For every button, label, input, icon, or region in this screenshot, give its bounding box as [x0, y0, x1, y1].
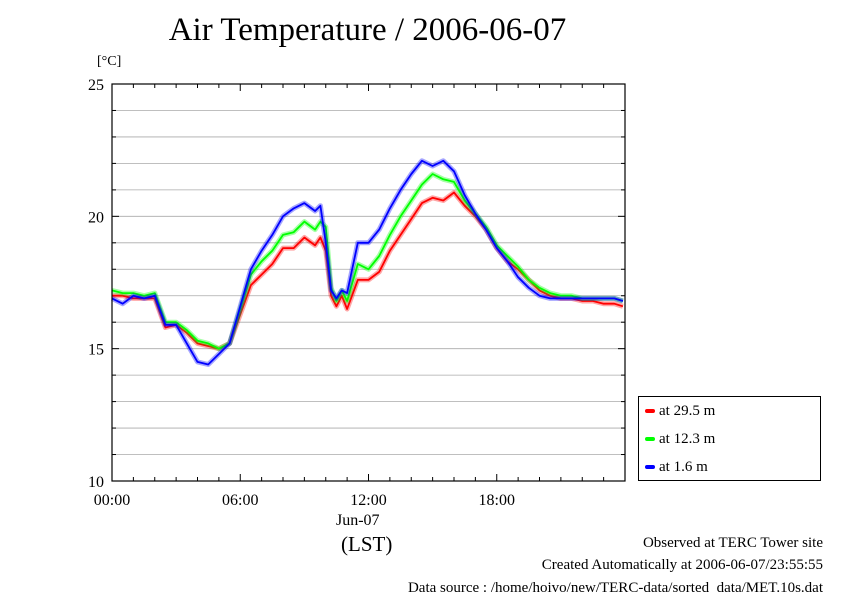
chart-title: Air Temperature / 2006-06-07: [168, 12, 567, 48]
footer-source: Data source : /home/hoivo/new/TERC-data/…: [407, 580, 823, 596]
y-axis-unit-label: [°C]: [97, 54, 122, 69]
legend-item: at 12.3 m: [645, 429, 715, 449]
x-tick-label: 06:00: [222, 492, 258, 509]
y-tick-label: 15: [88, 342, 104, 359]
series-line-1: [111, 173, 624, 350]
y-tick-label: 20: [88, 209, 104, 226]
date-label: Jun-07: [336, 512, 380, 529]
x-tick-label: 18:00: [479, 492, 515, 509]
legend-item: at 1.6 m: [645, 457, 708, 477]
series-line-0: [112, 191, 624, 350]
y-tick-label: 10: [88, 474, 104, 491]
legend-label: at 12.3 m: [659, 430, 716, 447]
axis-ticks: [111, 83, 626, 482]
series-line-2: [111, 159, 624, 366]
footer-observed: Observed at TERC Tower site: [642, 535, 823, 551]
x-tick-label: 00:00: [94, 492, 130, 509]
plot-frame: [111, 83, 626, 482]
legend-swatch-12-3: [645, 437, 655, 441]
legend-item: at 29.5 m: [645, 401, 715, 421]
chart-series: [110, 158, 624, 367]
x-tick-label: 12:00: [350, 492, 386, 509]
legend-label: at 29.5 m: [659, 402, 716, 419]
grid-lines: [112, 110, 625, 455]
legend-swatch-1-6: [645, 465, 655, 469]
footer-created: Created Automatically at 2006-06-07/23:5…: [541, 557, 823, 573]
legend-swatch-29-5: [645, 409, 655, 413]
y-tick-label: 25: [88, 77, 104, 94]
legend: at 29.5 m at 12.3 m at 1.6 m: [638, 396, 821, 481]
timezone-label: (LST): [341, 532, 393, 556]
legend-label: at 1.6 m: [659, 458, 708, 475]
tick-labels: 10 15 20 25 00:00 06:00 12:00 18:00: [88, 77, 515, 509]
